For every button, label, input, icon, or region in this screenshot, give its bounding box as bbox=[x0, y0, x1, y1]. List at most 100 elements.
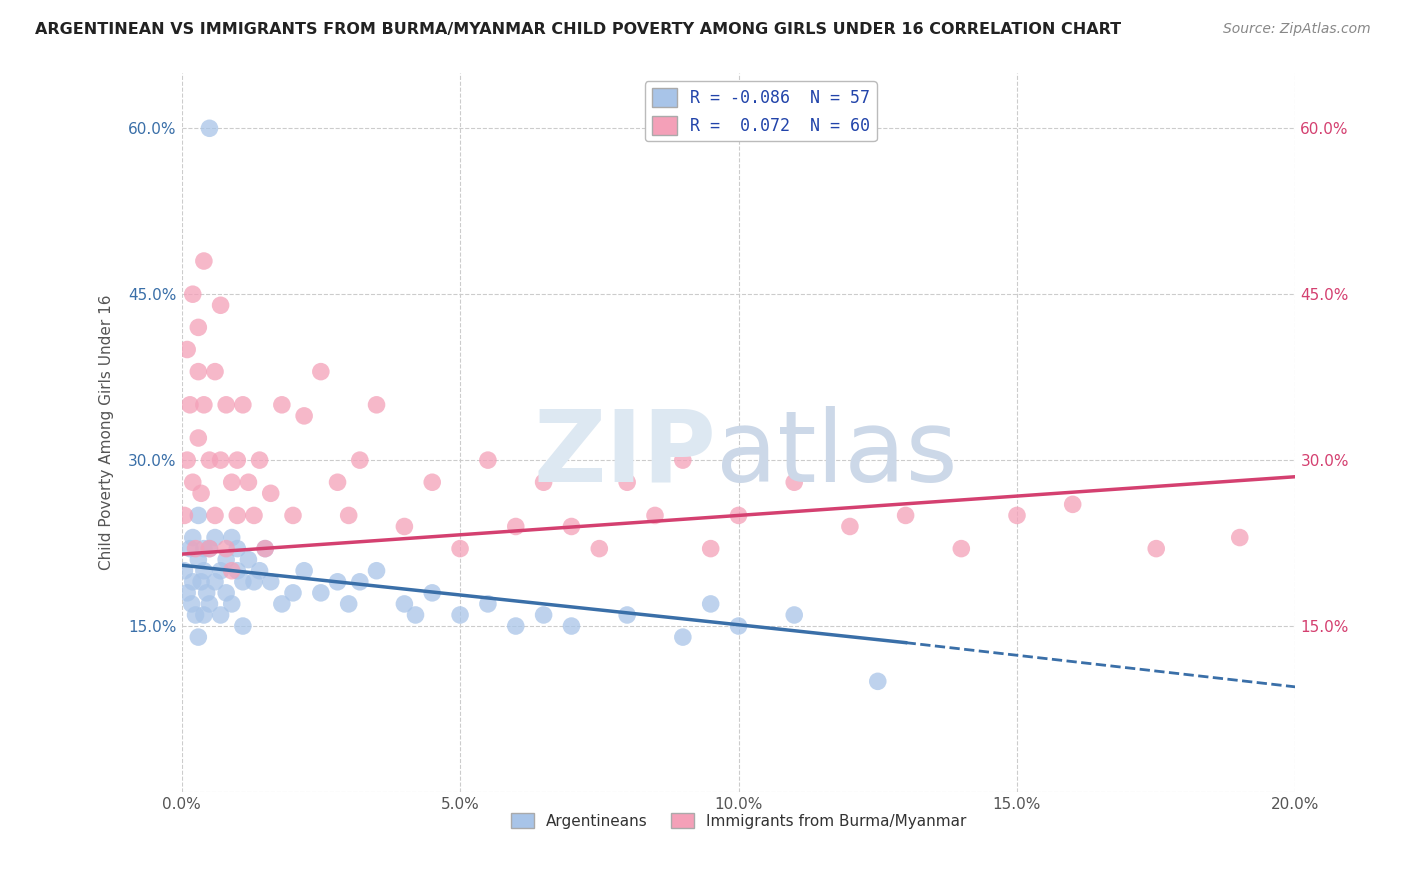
Legend: Argentineans, Immigrants from Burma/Myanmar: Argentineans, Immigrants from Burma/Myan… bbox=[505, 806, 973, 835]
Text: ARGENTINEAN VS IMMIGRANTS FROM BURMA/MYANMAR CHILD POVERTY AMONG GIRLS UNDER 16 : ARGENTINEAN VS IMMIGRANTS FROM BURMA/MYA… bbox=[35, 22, 1121, 37]
Point bbox=[221, 475, 243, 490]
Point bbox=[281, 586, 304, 600]
Point bbox=[204, 508, 226, 523]
Point bbox=[176, 343, 198, 357]
Point bbox=[405, 607, 427, 622]
Point bbox=[193, 254, 215, 268]
Point bbox=[1144, 541, 1167, 556]
Point bbox=[238, 475, 260, 490]
Point bbox=[533, 475, 555, 490]
Point bbox=[176, 586, 198, 600]
Point bbox=[187, 320, 209, 334]
Point bbox=[449, 607, 471, 622]
Point bbox=[394, 519, 416, 533]
Text: ZIP: ZIP bbox=[533, 406, 716, 502]
Point bbox=[349, 574, 371, 589]
Point bbox=[221, 531, 243, 545]
Point bbox=[950, 541, 973, 556]
Point bbox=[727, 619, 749, 633]
Point bbox=[187, 630, 209, 644]
Point bbox=[179, 398, 201, 412]
Point bbox=[292, 564, 315, 578]
Point bbox=[209, 564, 232, 578]
Point bbox=[184, 541, 207, 556]
Point bbox=[204, 365, 226, 379]
Point bbox=[193, 541, 215, 556]
Point bbox=[249, 453, 271, 467]
Point bbox=[783, 607, 806, 622]
Point bbox=[270, 597, 292, 611]
Y-axis label: Child Poverty Among Girls Under 16: Child Poverty Among Girls Under 16 bbox=[100, 294, 114, 570]
Point bbox=[190, 574, 212, 589]
Text: atlas: atlas bbox=[716, 406, 957, 502]
Point bbox=[254, 541, 277, 556]
Point bbox=[215, 586, 238, 600]
Point bbox=[1062, 497, 1084, 511]
Point bbox=[560, 519, 582, 533]
Point bbox=[866, 674, 889, 689]
Point bbox=[894, 508, 917, 523]
Point bbox=[184, 607, 207, 622]
Point bbox=[1229, 531, 1251, 545]
Point bbox=[838, 519, 860, 533]
Point bbox=[260, 574, 283, 589]
Point bbox=[560, 619, 582, 633]
Point bbox=[176, 453, 198, 467]
Point bbox=[187, 431, 209, 445]
Point bbox=[198, 453, 221, 467]
Point bbox=[281, 508, 304, 523]
Point bbox=[226, 541, 249, 556]
Point bbox=[420, 475, 443, 490]
Point bbox=[292, 409, 315, 423]
Point bbox=[309, 586, 332, 600]
Point bbox=[226, 564, 249, 578]
Point bbox=[477, 453, 499, 467]
Point bbox=[193, 607, 215, 622]
Point bbox=[588, 541, 610, 556]
Point bbox=[505, 519, 527, 533]
Point bbox=[783, 475, 806, 490]
Point bbox=[249, 564, 271, 578]
Point bbox=[238, 552, 260, 566]
Point bbox=[366, 398, 388, 412]
Point bbox=[232, 398, 254, 412]
Point bbox=[366, 564, 388, 578]
Point bbox=[309, 365, 332, 379]
Point bbox=[254, 541, 277, 556]
Point bbox=[394, 597, 416, 611]
Point bbox=[326, 475, 349, 490]
Point bbox=[215, 552, 238, 566]
Point bbox=[209, 453, 232, 467]
Point bbox=[1005, 508, 1028, 523]
Point bbox=[193, 398, 215, 412]
Point bbox=[209, 298, 232, 312]
Point bbox=[270, 398, 292, 412]
Point bbox=[193, 564, 215, 578]
Point bbox=[187, 552, 209, 566]
Point bbox=[215, 398, 238, 412]
Point bbox=[243, 508, 266, 523]
Point bbox=[699, 541, 721, 556]
Point bbox=[477, 597, 499, 611]
Point bbox=[198, 597, 221, 611]
Point bbox=[204, 574, 226, 589]
Point bbox=[449, 541, 471, 556]
Point bbox=[181, 475, 204, 490]
Point bbox=[187, 508, 209, 523]
Point bbox=[260, 486, 283, 500]
Point bbox=[179, 541, 201, 556]
Point bbox=[209, 607, 232, 622]
Point bbox=[243, 574, 266, 589]
Point bbox=[533, 607, 555, 622]
Point bbox=[349, 453, 371, 467]
Point bbox=[672, 453, 695, 467]
Point bbox=[326, 574, 349, 589]
Point bbox=[181, 574, 204, 589]
Point bbox=[198, 121, 221, 136]
Point bbox=[232, 574, 254, 589]
Point bbox=[215, 541, 238, 556]
Point bbox=[699, 597, 721, 611]
Point bbox=[173, 508, 195, 523]
Point bbox=[727, 508, 749, 523]
Point bbox=[420, 586, 443, 600]
